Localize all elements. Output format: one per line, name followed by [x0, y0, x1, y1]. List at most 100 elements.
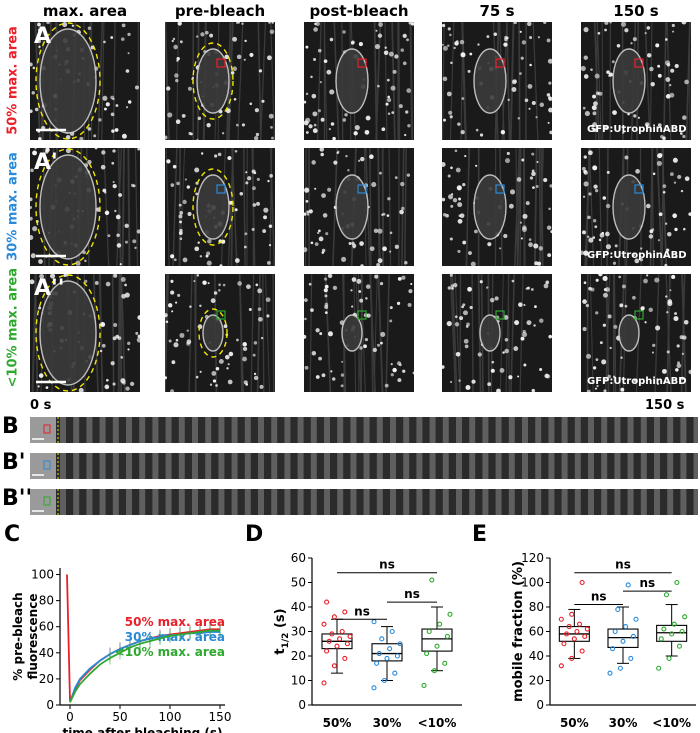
y-tick-label: 80	[529, 600, 544, 614]
column-header: 75 s	[479, 2, 515, 20]
data-point	[576, 621, 583, 627]
micrograph-image	[442, 148, 552, 266]
data-point	[561, 641, 567, 647]
data-point	[331, 663, 337, 669]
panel-letter: B''	[2, 486, 33, 511]
data-point	[579, 648, 585, 654]
significance-bar: ns	[337, 604, 387, 620]
data-point	[630, 633, 636, 639]
kymograph-strip	[30, 489, 698, 515]
data-point	[661, 626, 667, 632]
micrograph-tile	[304, 148, 414, 266]
axes: 0 10 20 30 40 50 60 50% 30% <10%	[291, 551, 462, 730]
data-point	[437, 621, 443, 627]
data-point	[376, 651, 382, 657]
data-point	[444, 633, 450, 639]
y-tick-label: 40	[39, 646, 54, 660]
data-point	[615, 606, 621, 612]
data-point	[324, 599, 330, 605]
stain-label: GFP:UtrophinABD	[587, 376, 687, 387]
kymograph-strip	[30, 417, 698, 443]
data-point	[431, 668, 437, 674]
kymo-end-label: 150 s	[645, 398, 685, 413]
data-point	[394, 653, 400, 659]
data-point	[669, 631, 675, 637]
data-point	[326, 638, 332, 644]
micrograph-image	[165, 22, 275, 140]
y-axis-label: fluorescence	[26, 594, 40, 680]
x-tick-label: 150	[209, 710, 232, 724]
mobile-fraction-boxplot: 0 20 40 60 80 100 120 50% 30% <10% mobile fraction…	[511, 551, 696, 730]
micrograph-tile	[581, 148, 691, 266]
box	[607, 582, 639, 676]
column-header: pre-bleach	[174, 2, 266, 20]
data-point	[563, 631, 570, 637]
y-tick-label: 20	[529, 674, 544, 688]
data-point	[329, 631, 335, 637]
data-point	[623, 624, 629, 630]
data-point	[658, 636, 664, 642]
data-point	[424, 651, 430, 657]
micrograph-image	[304, 148, 414, 266]
data-point	[379, 636, 385, 642]
data-point	[374, 660, 380, 666]
data-point	[633, 616, 639, 622]
micrograph-tile	[304, 22, 414, 140]
micrograph-image	[442, 274, 552, 392]
data-point	[392, 670, 398, 676]
data-point	[334, 643, 340, 649]
kymograph-strip	[30, 453, 698, 479]
data-point	[447, 611, 453, 617]
data-point	[663, 592, 670, 598]
stain-label: GFP:UtrophinABD	[587, 250, 687, 261]
stain-label: GFP:UtrophinABD	[587, 124, 687, 135]
row-label: 30% max. area	[5, 152, 21, 261]
micrograph-tile	[30, 22, 140, 140]
micrograph-image	[581, 148, 691, 266]
kymograph-image	[30, 489, 698, 515]
y-tick-label: 20	[291, 649, 306, 663]
micrograph-tile	[165, 22, 275, 140]
half-time-boxplot: 0 10 20 30 40 50 60 50% 30% <10% t1/2 (s) ns ns ns	[273, 551, 462, 730]
data-point	[429, 577, 435, 583]
kymo-start-label: 0 s	[30, 398, 52, 413]
y-tick-label: 0	[298, 698, 306, 712]
micrograph-image	[442, 22, 552, 140]
data-point	[566, 624, 572, 630]
micrograph-image	[304, 22, 414, 140]
significance-bar: ns	[337, 558, 437, 574]
y-tick-label: 60	[39, 620, 54, 634]
category-label: 50%	[323, 716, 352, 730]
significance-bar: ns	[387, 587, 437, 603]
data-point	[321, 621, 327, 627]
data-point	[569, 655, 575, 661]
micrograph-tile	[442, 22, 552, 140]
micrograph-image	[30, 274, 140, 392]
category-label: 50%	[560, 716, 589, 730]
y-axis-label: mobile fraction (%)	[511, 561, 526, 702]
data-point	[339, 628, 345, 635]
micrograph-image	[165, 274, 275, 392]
data-point	[674, 579, 680, 586]
category-label: 30%	[609, 716, 638, 730]
data-point	[434, 643, 440, 649]
micrograph-tile	[442, 274, 552, 392]
y-tick-label: 0	[536, 698, 544, 712]
y-axis-label: % pre-bleach	[11, 592, 25, 680]
data-point	[371, 685, 377, 691]
data-point	[625, 582, 631, 588]
significance-bar: ns	[574, 590, 623, 606]
y-tick-label: 80	[39, 594, 54, 608]
data-point	[344, 641, 350, 647]
series-line	[69, 629, 220, 703]
data-point	[610, 646, 616, 652]
axes: 0 20 40 60 80 100 0 50 100 150	[31, 568, 231, 724]
box	[656, 579, 688, 671]
data-point	[342, 655, 348, 661]
y-tick-label: 100	[31, 568, 54, 582]
data-point	[331, 614, 337, 620]
data-point	[571, 636, 577, 642]
y-axis-label: t1/2 (s)	[273, 608, 291, 654]
category-label: <10%	[652, 716, 691, 730]
